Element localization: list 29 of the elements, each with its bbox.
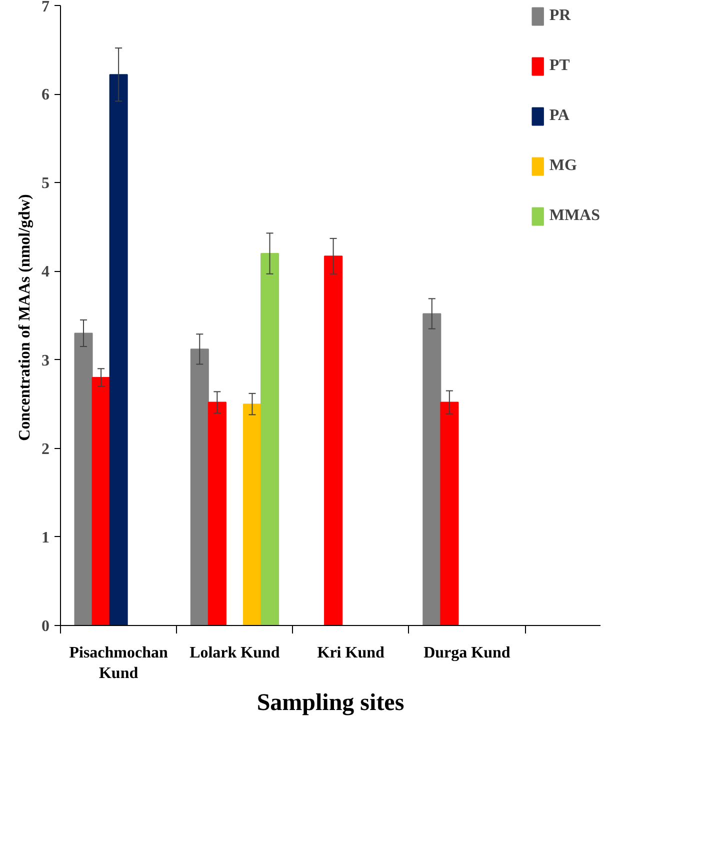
y-tick-label: 0 (42, 618, 50, 635)
y-tick-label: 1 (42, 529, 50, 546)
y-tick-label: 6 (42, 86, 50, 104)
legend-label: PT (549, 57, 570, 75)
y-axis-title: Concentration of MAAs (nmol/gdw) (16, 194, 34, 441)
bar (109, 74, 128, 626)
y-tick-label: 4 (42, 264, 50, 281)
y-tick-label: 2 (42, 440, 50, 458)
x-axis-title: Sampling sites (256, 690, 404, 716)
bar (92, 377, 110, 626)
bar (190, 348, 209, 626)
bar (260, 253, 280, 626)
legend-label: MMAS (549, 207, 600, 225)
bar (422, 313, 442, 626)
bar (440, 402, 459, 626)
legend-label: MG (549, 157, 577, 175)
legend-label: PA (549, 107, 570, 125)
x-tick-label: Pisachmochan Kund (69, 644, 168, 682)
y-tick-label: 3 (42, 352, 50, 370)
x-tick-label: Lolark Kund (190, 644, 280, 662)
x-tick-label: Durga Kund (424, 644, 510, 662)
bar (74, 332, 93, 626)
bar (242, 404, 262, 626)
bar (208, 402, 226, 626)
y-tick-label: 5 (42, 175, 50, 192)
legend-label: PR (549, 7, 571, 25)
y-tick-label: 7 (42, 0, 50, 16)
bar (324, 256, 343, 626)
x-tick-label: Kri Kund (317, 644, 384, 662)
